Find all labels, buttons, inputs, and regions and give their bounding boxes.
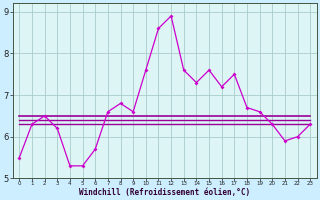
X-axis label: Windchill (Refroidissement éolien,°C): Windchill (Refroidissement éolien,°C) <box>79 188 250 197</box>
